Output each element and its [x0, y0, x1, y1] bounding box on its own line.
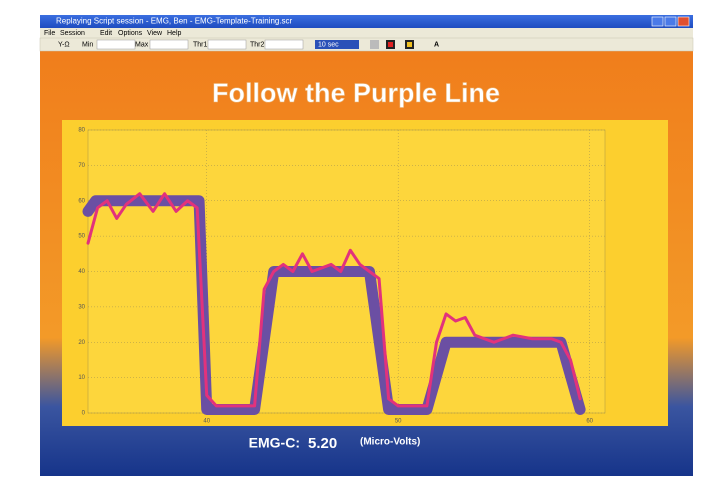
- toolbar-label: Min: [82, 41, 93, 48]
- y-tick-label: 0: [82, 411, 86, 417]
- toolbar: [39, 37, 694, 52]
- menu-bar: [40, 28, 693, 38]
- y-tick-label: 20: [78, 340, 85, 346]
- input-field[interactable]: [264, 39, 304, 50]
- y-tick-label: 80: [78, 128, 85, 134]
- y-tick-label: 10: [78, 375, 85, 381]
- menu-item[interactable]: Session: [60, 30, 85, 37]
- toolbar-label: Y-Ω: [58, 41, 70, 48]
- y-tick-label: 40: [78, 269, 85, 275]
- toolbar-label: Thr2: [250, 41, 265, 48]
- pause-icon: [407, 42, 412, 47]
- x-tick-label: 60: [586, 419, 593, 425]
- maximize-button[interactable]: [664, 16, 677, 27]
- menu-item[interactable]: Edit: [100, 30, 112, 37]
- minimize-button[interactable]: [651, 16, 664, 27]
- x-tick-label: 40: [203, 419, 210, 425]
- y-tick-label: 50: [78, 234, 85, 240]
- input-field[interactable]: [207, 39, 247, 50]
- timebase-select[interactable]: [315, 40, 359, 49]
- series-line: [82, 195, 586, 415]
- series-line: [86, 192, 582, 408]
- menu-item[interactable]: Help: [167, 30, 182, 37]
- title-bar: [40, 15, 693, 28]
- toolbar-button[interactable]: A: [434, 41, 439, 48]
- input-field[interactable]: [149, 39, 189, 50]
- menu-item[interactable]: View: [147, 30, 163, 37]
- chart-title: Follow the Purple Line: [212, 78, 500, 108]
- toolbar-label: Max: [135, 41, 149, 48]
- toolbar-label: Thr1: [193, 41, 208, 48]
- stop-icon: [388, 42, 393, 47]
- readout-unit: (Micro-Volts): [360, 437, 420, 448]
- y-tick-label: 30: [78, 304, 85, 310]
- menu-item[interactable]: Options: [118, 30, 143, 37]
- close-button[interactable]: [677, 16, 690, 27]
- readout-value: 5.20: [308, 435, 337, 452]
- y-tick-label: 60: [78, 198, 85, 204]
- y-tick-label: 70: [78, 163, 85, 169]
- readout-label: EMG-C:: [249, 435, 300, 451]
- play-button[interactable]: [370, 40, 379, 49]
- timebase: 10 sec: [318, 41, 339, 48]
- menu-item[interactable]: File: [44, 30, 55, 37]
- input-field[interactable]: [96, 39, 136, 50]
- window-title: Replaying Script session - EMG, Ben - EM…: [56, 17, 293, 26]
- x-tick-label: 50: [395, 419, 402, 425]
